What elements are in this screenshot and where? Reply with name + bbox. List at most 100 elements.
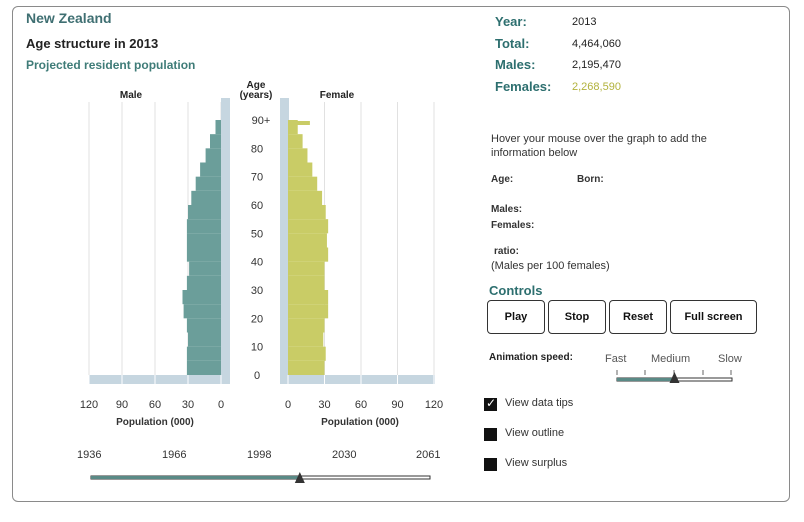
female-bar-age-55 xyxy=(288,205,326,220)
age-tick-label: 20 xyxy=(251,313,263,325)
female-bar-age-70 xyxy=(288,162,313,177)
female-bar-age-10 xyxy=(288,332,324,347)
male-bar-age-15 xyxy=(186,318,221,333)
male-axis-band xyxy=(221,98,230,384)
male-bar-age-40 xyxy=(186,247,221,262)
males-label: Males: xyxy=(495,57,536,72)
female-series-label: Female xyxy=(320,90,355,101)
male-x-tick-label: 120 xyxy=(80,399,98,411)
female-bar-age-80 xyxy=(288,134,303,149)
male-bar-age-75 xyxy=(205,148,221,163)
main-panel xyxy=(12,6,790,502)
female-bar-age-15 xyxy=(288,318,325,333)
age-axis-label: Age xyxy=(247,80,266,91)
female-bar-age-20 xyxy=(288,304,329,319)
timeline-tick-1966: 1966 xyxy=(162,449,187,461)
male-bar-age-25 xyxy=(182,290,221,305)
hover-hint: Hover your mouse over the graph to add t… xyxy=(491,133,707,159)
male-x-tick-label: 90 xyxy=(116,399,128,411)
female-bar-age-50 xyxy=(288,219,329,234)
age-tick-label: 0 xyxy=(254,370,260,382)
female-x-tick-label: 60 xyxy=(355,399,367,411)
male-bar-age-70 xyxy=(200,162,221,177)
male-baseline-band xyxy=(89,375,230,384)
female-bar-age-45 xyxy=(288,233,327,248)
male-bar-age-65 xyxy=(195,176,221,191)
view-surplus-label[interactable]: View surplus xyxy=(505,457,568,469)
view-outline-checkbox[interactable] xyxy=(484,428,497,441)
stop-button[interactable]: Stop xyxy=(548,300,606,334)
female-bar-age-60 xyxy=(288,190,323,205)
speed-fast-label: Fast xyxy=(605,353,627,365)
male-bar-age-60 xyxy=(191,190,221,205)
speed-medium-label: Medium xyxy=(651,353,691,365)
info-females-label: Females: xyxy=(491,220,535,231)
page-title: New Zealand xyxy=(26,10,112,26)
view-outline-label[interactable]: View outline xyxy=(505,427,565,439)
male-bar-age-30 xyxy=(186,275,221,290)
checkmark-icon: ✓ xyxy=(486,396,497,410)
info-born-label: Born: xyxy=(577,174,604,185)
reset-button[interactable]: Reset xyxy=(609,300,667,334)
age-tick-label: 50 xyxy=(251,228,263,240)
female-bar-age-65 xyxy=(288,176,318,191)
female-bar-age-0 xyxy=(288,360,325,375)
year-value: 2013 xyxy=(572,16,597,28)
male-bar-age-85 xyxy=(215,120,221,135)
age-tick-label: 80 xyxy=(251,143,263,155)
female-x-tick-label: 30 xyxy=(318,399,330,411)
controls-title: Controls xyxy=(489,283,543,298)
male-bar-age-0 xyxy=(186,360,221,375)
age-tick-label: 60 xyxy=(251,200,263,212)
info-ratio-label: ratio: xyxy=(494,246,519,257)
female-axis-band xyxy=(280,98,289,384)
female-bar-age-40 xyxy=(288,247,329,262)
male-x-tick-label: 60 xyxy=(149,399,161,411)
chart-title: Age structure in 2013 xyxy=(26,36,159,51)
total-label: Total: xyxy=(495,36,530,51)
timeline-tick-2061: 2061 xyxy=(416,449,441,461)
male-x-tick-label: 30 xyxy=(182,399,194,411)
age-tick-label: 70 xyxy=(251,172,263,184)
timeline-tick-2030: 2030 xyxy=(332,449,357,461)
view-data-tips-label[interactable]: View data tips xyxy=(505,397,574,409)
animation-speed-label: Animation speed: xyxy=(489,352,573,363)
play-button[interactable]: Play xyxy=(487,300,545,334)
male-bar-age-5 xyxy=(186,346,221,361)
females-label: Females: xyxy=(495,79,552,94)
female-x-tick-label: 0 xyxy=(285,399,291,411)
male-bar-age-20 xyxy=(183,304,221,319)
chart-subtitle: Projected resident population xyxy=(26,58,196,72)
male-bar-age-10 xyxy=(188,332,221,347)
female-x-tick-label: 120 xyxy=(425,399,443,411)
age-tick-label: 30 xyxy=(251,285,263,297)
male-x-axis-label: Population (000) xyxy=(116,417,194,428)
speed-slow-label: Slow xyxy=(718,353,742,365)
age-tick-label: 90+ xyxy=(252,115,271,127)
year-label: Year: xyxy=(495,14,527,29)
males-value: 2,195,470 xyxy=(572,59,621,71)
male-x-tick-label: 0 xyxy=(218,399,224,411)
male-bar-age-45 xyxy=(186,233,221,248)
male-series-label: Male xyxy=(120,90,143,101)
view-surplus-checkbox[interactable] xyxy=(484,458,497,471)
info-age-label: Age: xyxy=(491,174,514,185)
female-bar-age-5 xyxy=(288,346,326,361)
info-males-label: Males: xyxy=(491,204,523,215)
age-axis-unit-label: (years) xyxy=(240,90,273,101)
female-bar-age-75 xyxy=(288,148,308,163)
male-bar-age-50 xyxy=(186,219,221,234)
view-data-tips-checkbox[interactable]: ✓ xyxy=(484,396,497,411)
male-bar-age-80 xyxy=(210,134,221,149)
male-bar-age-35 xyxy=(189,261,221,276)
fullscreen-button[interactable]: Full screen xyxy=(670,300,757,334)
female-bar-age-85 xyxy=(288,120,298,135)
timeline-tick-1936: 1936 xyxy=(77,449,102,461)
total-value: 4,464,060 xyxy=(572,38,621,50)
female-x-axis-label: Population (000) xyxy=(321,417,399,428)
male-bar-age-55 xyxy=(188,205,221,220)
female-bar-age-90 xyxy=(288,121,310,125)
timeline-tick-1998: 1998 xyxy=(247,449,272,461)
age-tick-label: 40 xyxy=(251,257,263,269)
